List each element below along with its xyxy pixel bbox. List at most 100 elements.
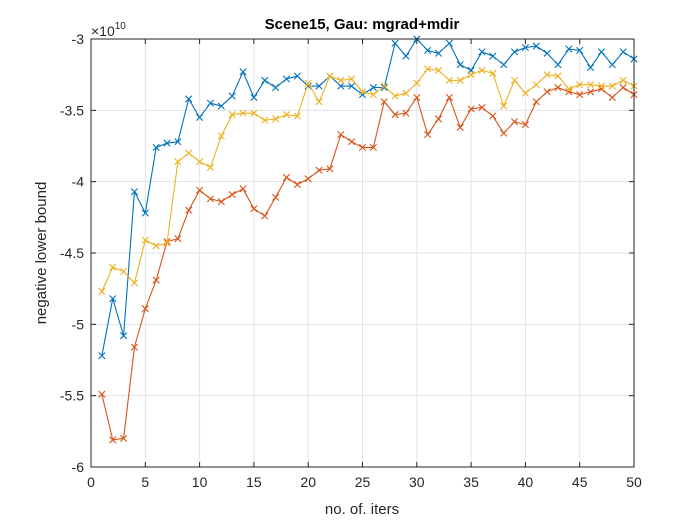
data-point-marker <box>293 72 301 80</box>
series-3 <box>98 65 638 296</box>
data-point-marker <box>98 390 106 398</box>
data-point-marker <box>489 112 497 120</box>
data-point-marker <box>576 81 584 89</box>
data-point-marker <box>185 149 193 157</box>
data-point-marker <box>402 109 410 117</box>
data-point-marker <box>391 111 399 119</box>
data-point-marker <box>304 175 312 183</box>
data-point-marker <box>206 163 215 171</box>
data-point-marker <box>576 46 584 55</box>
x-tick-label: 0 <box>87 474 95 490</box>
data-point-marker <box>445 93 453 102</box>
x-tick-label: 40 <box>518 474 534 490</box>
data-point-marker <box>130 188 139 196</box>
data-point-marker <box>152 242 160 250</box>
data-point-marker <box>532 81 540 89</box>
data-point-marker <box>521 121 529 129</box>
data-point-marker <box>489 69 497 77</box>
data-point-marker <box>250 109 258 117</box>
x-tick-label: 15 <box>246 474 262 490</box>
data-point-marker <box>532 98 540 106</box>
data-point-marker <box>337 82 345 90</box>
data-point-marker <box>619 76 627 84</box>
data-point-marker <box>380 82 388 90</box>
data-point-marker <box>554 72 562 80</box>
data-point-marker <box>163 139 171 147</box>
data-point-marker <box>348 75 356 83</box>
x-tick-label: 30 <box>409 474 425 490</box>
data-point-marker <box>586 63 595 72</box>
x-tick-label: 35 <box>463 474 479 490</box>
data-point-marker <box>445 39 453 47</box>
data-point-marker <box>109 436 117 444</box>
y-axis-exponent: ×1010 <box>91 21 126 39</box>
data-point-marker <box>543 88 551 96</box>
data-point-marker <box>261 116 269 124</box>
data-point-marker <box>141 209 149 217</box>
data-point-marker <box>282 75 291 83</box>
data-point-marker <box>337 130 345 139</box>
data-point-marker <box>478 66 486 74</box>
data-point-marker <box>597 85 606 93</box>
data-point-marker <box>586 81 595 89</box>
data-point-marker <box>608 82 616 90</box>
data-point-marker <box>619 48 627 56</box>
data-point-marker <box>413 79 421 87</box>
data-point-marker <box>315 98 323 106</box>
data-point-marker <box>521 43 529 52</box>
data-point-marker <box>130 343 139 351</box>
data-point-marker <box>261 212 269 220</box>
data-point-marker <box>478 103 486 112</box>
data-point-marker <box>510 48 519 56</box>
data-point-marker <box>250 93 258 102</box>
data-point-marker <box>130 279 139 287</box>
data-point-marker <box>348 138 356 146</box>
x-tick-label: 25 <box>355 474 371 490</box>
data-point-marker <box>554 83 562 92</box>
y-axis-exponent-power: 10 <box>115 21 127 32</box>
data-point-marker <box>424 130 432 139</box>
data-point-marker <box>315 166 323 174</box>
data-point-marker <box>337 76 345 84</box>
y-tick-label: -5.5 <box>60 388 84 404</box>
data-point-marker <box>402 89 410 97</box>
data-point-marker <box>565 45 573 53</box>
data-point-marker <box>119 267 128 276</box>
data-point-marker <box>500 129 508 137</box>
data-point-marker <box>532 42 540 50</box>
data-point-marker <box>217 132 225 140</box>
y-tick-label: -3 <box>72 31 85 47</box>
data-point-marker <box>109 295 117 303</box>
data-point-marker <box>152 143 160 152</box>
data-point-marker <box>293 112 301 120</box>
data-point-marker <box>206 99 215 107</box>
data-point-marker <box>174 235 182 243</box>
data-point-marker <box>565 88 573 96</box>
data-point-marker <box>228 111 236 119</box>
data-point-marker <box>119 332 128 340</box>
data-point-marker <box>217 198 225 206</box>
data-point-marker <box>424 46 432 55</box>
data-point-marker <box>369 143 377 152</box>
data-point-marker <box>597 82 606 90</box>
grid <box>91 39 634 467</box>
data-point-marker <box>174 138 182 146</box>
data-point-marker <box>163 239 171 247</box>
data-point-marker <box>196 113 204 122</box>
data-point-marker <box>293 180 301 189</box>
data-point-marker <box>326 165 334 173</box>
x-axis-label: no. of. iters <box>325 501 399 518</box>
data-point-marker <box>272 83 280 92</box>
data-point-marker <box>489 52 497 60</box>
y-tick-label: -5 <box>72 316 85 332</box>
data-point-marker <box>467 105 475 113</box>
data-point-marker <box>391 39 399 47</box>
data-point-marker <box>391 92 399 100</box>
data-point-marker <box>565 85 573 93</box>
data-point-marker <box>315 82 323 90</box>
y-tick-label: -4 <box>72 174 85 190</box>
data-point-marker <box>554 61 562 69</box>
data-point-marker <box>141 305 149 313</box>
